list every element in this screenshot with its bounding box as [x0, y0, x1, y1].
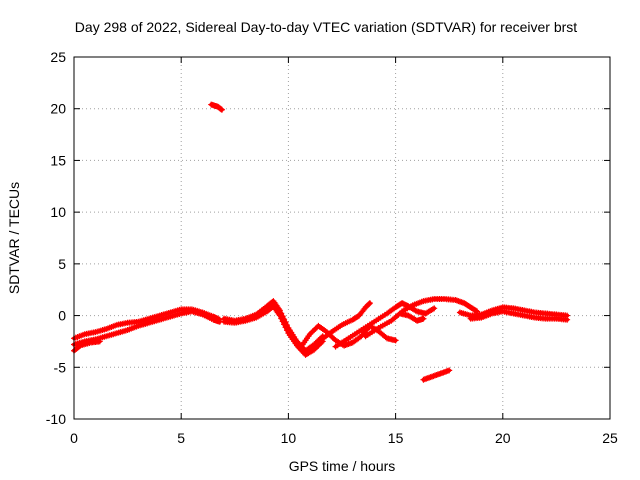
- y-tick-label: 25: [50, 49, 66, 65]
- y-tick-label: 15: [50, 152, 66, 168]
- data-series-track-8: [306, 300, 373, 352]
- data-point: [218, 106, 225, 113]
- y-tick-label: -10: [46, 411, 66, 427]
- data-series-track-11: [399, 296, 481, 315]
- chart-title: Day 298 of 2022, Sidereal Day-to-day VTE…: [75, 19, 577, 35]
- gridlines: [74, 57, 610, 419]
- data-point: [392, 337, 399, 344]
- axis-ticks: 0 5 10 15 20 25 -10 -5 0 5 10 15 20 25: [46, 49, 618, 446]
- data-point: [431, 305, 438, 312]
- x-tick-label: 20: [495, 430, 511, 446]
- data-series-track-3: [71, 338, 103, 354]
- data-series-track-12: [420, 367, 453, 383]
- data-points: [71, 101, 571, 383]
- plot-border: [73, 56, 611, 420]
- data-point: [564, 316, 571, 323]
- x-tick-label: 0: [70, 430, 78, 446]
- y-tick-label: 0: [58, 308, 66, 324]
- data-point: [366, 300, 373, 307]
- y-tick-label: 20: [50, 101, 66, 117]
- x-tick-label: 25: [602, 430, 618, 446]
- data-series-track-6: [221, 303, 326, 358]
- data-series-track-4: [208, 101, 225, 113]
- data-point: [446, 367, 453, 374]
- y-tick-label: 10: [50, 204, 66, 220]
- x-tick-label: 15: [388, 430, 404, 446]
- data-point: [366, 300, 373, 307]
- y-tick-label: -5: [54, 359, 67, 375]
- y-axis-label: SDTVAR / TECUs: [6, 182, 22, 294]
- x-axis-label: GPS time / hours: [289, 458, 396, 474]
- data-point: [96, 338, 103, 345]
- x-tick-label: 10: [281, 430, 297, 446]
- data-series-track-14: [467, 308, 571, 323]
- x-tick-label: 5: [177, 430, 185, 446]
- data-series-track-9: [332, 300, 438, 350]
- data-point: [76, 343, 83, 350]
- y-tick-label: 5: [58, 256, 66, 272]
- data-point: [420, 315, 427, 322]
